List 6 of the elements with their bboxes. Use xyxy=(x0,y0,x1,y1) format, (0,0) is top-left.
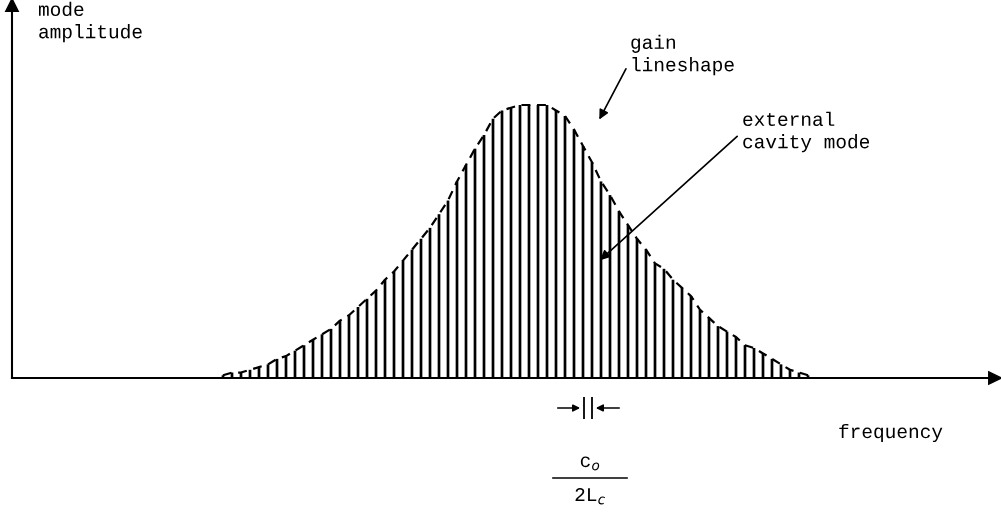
text: 2L$_{c}$ xyxy=(575,488,605,505)
x-axis-title: frequency xyxy=(839,423,943,443)
text: gain lineshape xyxy=(631,34,734,76)
annotation: external cavity mode xyxy=(743,111,870,153)
y-axis-title: mode amplitude xyxy=(38,1,142,43)
text: c$_{o}$ xyxy=(580,456,600,471)
